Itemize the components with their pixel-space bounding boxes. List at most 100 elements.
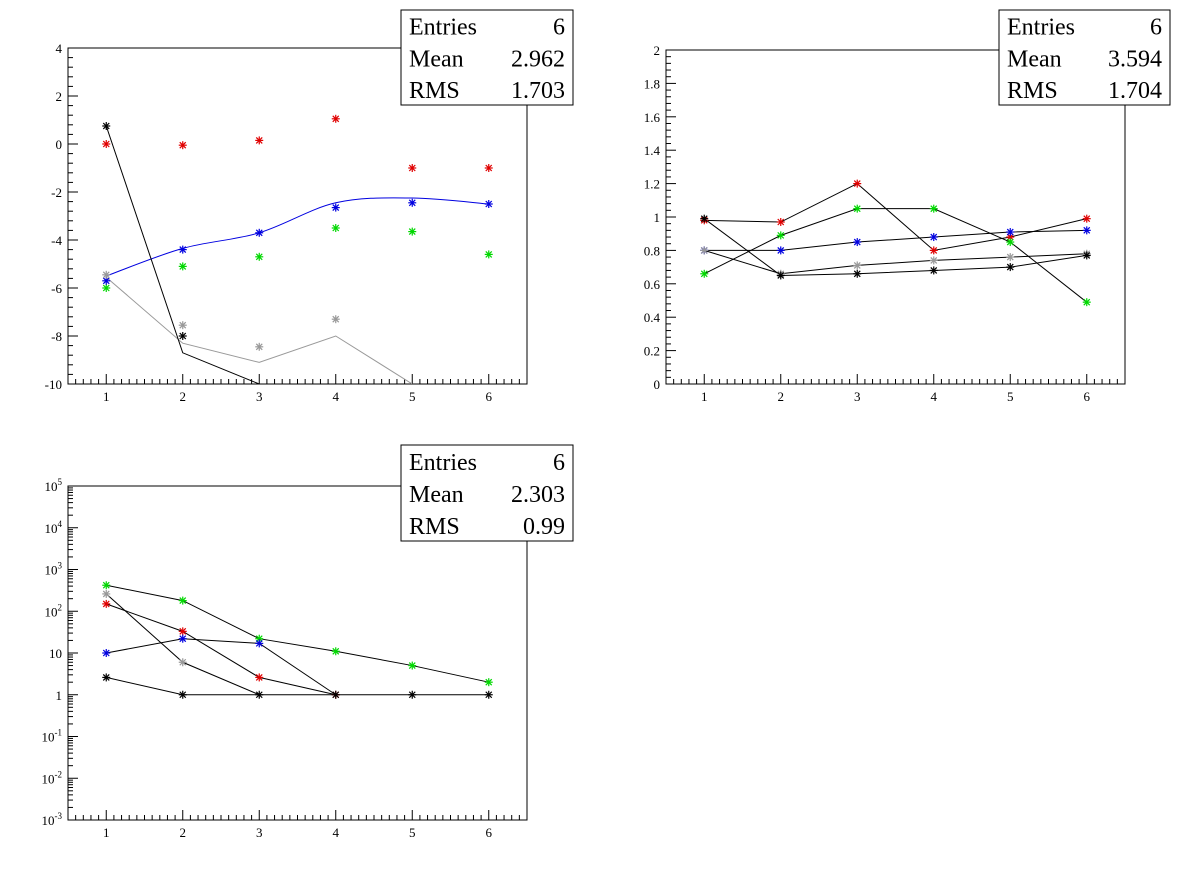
data-point-red (102, 140, 111, 148)
stats-label-rms: RMS (1007, 78, 1058, 104)
stats-value-mean: 3.594 (1108, 46, 1162, 72)
x-axis: 1 2 3 4 5 6 (67, 810, 528, 840)
data-point-black (484, 690, 493, 699)
x-tick-label: 4 (333, 389, 340, 404)
x-tick-label: 5 (409, 389, 416, 404)
y-axis: -10 -8 -6 -4 -2 0 2 4 (45, 41, 78, 392)
data-point-blue (484, 200, 493, 208)
data-point-black (331, 690, 340, 699)
series-line-black (704, 208, 1088, 303)
data-point-black (178, 332, 187, 340)
y-tick-label: 105 (45, 477, 63, 494)
stats-value-rms: 1.703 (511, 78, 565, 104)
data-point-gray (331, 315, 340, 324)
data-point-red (331, 114, 340, 123)
data-point-gray (929, 256, 938, 265)
x-tick-label: 2 (180, 389, 187, 404)
series-line-black (704, 229, 1087, 251)
data-point-black (1006, 263, 1015, 272)
y-axis: 10-3 10-2 10-1 1 10 102 103 104 105 (42, 477, 78, 828)
data-point-green (255, 252, 264, 261)
data-point-blue (178, 634, 187, 643)
data-point-red (1082, 214, 1091, 223)
data-point-red (102, 599, 111, 608)
stats-box-frame (998, 9, 1171, 106)
data-point-red (255, 673, 264, 682)
data-point-black (853, 269, 862, 278)
x-tick-label: 6 (1084, 389, 1091, 404)
data-point-green (331, 224, 340, 232)
x-tick-label: 5 (409, 825, 416, 840)
x-tick-label: 3 (854, 389, 861, 404)
series-lines (703, 183, 1088, 303)
data-point-blue (1006, 228, 1015, 237)
x-tick-label: 4 (333, 825, 340, 840)
series-lines (105, 125, 489, 384)
y-tick-label: 0 (56, 137, 63, 152)
series-line-black (106, 638, 337, 696)
stats-value-entries: 6 (1150, 15, 1162, 41)
series-line-blue (106, 197, 489, 277)
data-point-blue (853, 238, 862, 247)
y-tick-label: 2 (654, 43, 661, 58)
data-point-black (776, 271, 785, 280)
stats-label-entries: Entries (409, 450, 477, 476)
series-points (102, 114, 493, 351)
data-point-green (178, 262, 187, 271)
series-line-black (704, 183, 1087, 251)
series-line-black (106, 584, 489, 683)
data-point-black (178, 690, 187, 699)
x-tick-label: 2 (778, 389, 785, 404)
data-point-red (408, 164, 417, 172)
y-tick-label: 1.2 (644, 177, 660, 192)
x-tick-label: 1 (701, 389, 708, 404)
y-tick-label: 10-1 (42, 728, 63, 745)
y-tick-label: 0.6 (644, 277, 661, 292)
chart-2: 1 2 3 4 5 6 0 0.2 0.4 0.6 0.8 1 1.2 1.4 1.6 1.8 2 Entries… (644, 9, 1171, 404)
y-tick-label: -8 (51, 329, 62, 344)
data-point-blue (408, 198, 417, 207)
y-tick-label: 104 (45, 519, 63, 536)
data-point-green (331, 647, 340, 656)
y-tick-label: 2 (56, 89, 63, 104)
x-tick-label: 4 (931, 389, 938, 404)
data-point-gray (102, 589, 111, 598)
y-tick-label: 0.2 (644, 344, 660, 359)
stats-label-mean: Mean (1007, 46, 1062, 72)
data-point-green (1006, 238, 1015, 247)
stats-label-mean: Mean (409, 46, 464, 72)
stats-label-rms: RMS (409, 514, 460, 540)
stats-label-entries: Entries (1007, 15, 1075, 41)
y-tick-label: 102 (45, 602, 63, 619)
stats-value-rms: 0.99 (523, 514, 565, 540)
data-point-black (929, 266, 938, 275)
stats-box: Entries 6 Mean 3.594 RMS 1.704 (998, 9, 1171, 106)
data-point-black (255, 690, 264, 699)
stats-value-mean: 2.962 (511, 46, 565, 72)
x-axis: 1 2 3 4 5 6 (67, 374, 528, 404)
x-axis: 1 2 3 4 5 6 (665, 374, 1126, 404)
data-point-red (178, 141, 187, 150)
data-point-green (776, 231, 785, 240)
data-point-red (255, 136, 264, 145)
y-tick-label: 1 (56, 688, 63, 703)
chart-3: 1 2 3 4 5 6 10-3 10-2 10-1 1 10 102 103 104 105 Entries… (42, 444, 574, 840)
data-point-blue (178, 245, 187, 254)
y-tick-label: -6 (51, 281, 62, 296)
data-point-blue (331, 203, 340, 212)
data-point-blue (1082, 226, 1091, 235)
stats-value-mean: 2.303 (511, 482, 565, 508)
stats-box: Entries 6 Mean 2.962 RMS 1.703 (400, 9, 574, 106)
y-tick-label: 10-3 (42, 811, 63, 828)
y-tick-label: 1.8 (644, 76, 660, 91)
data-point-black (700, 214, 709, 223)
data-point-gray (700, 246, 709, 255)
data-point-green (408, 661, 417, 670)
y-tick-label: 1.6 (644, 110, 661, 125)
data-point-green (102, 581, 111, 590)
series-points (102, 581, 493, 699)
data-point-blue (102, 649, 111, 657)
x-tick-label: 3 (256, 389, 263, 404)
series-points (700, 179, 1091, 307)
